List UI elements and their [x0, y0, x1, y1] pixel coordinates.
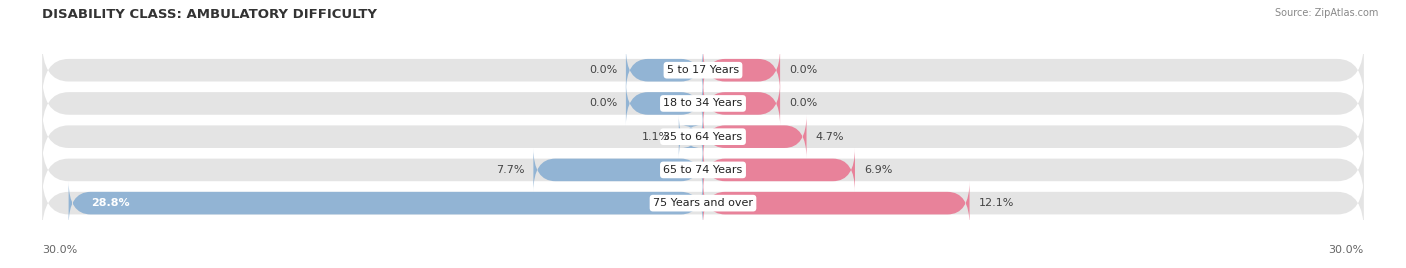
FancyBboxPatch shape — [42, 42, 1364, 99]
FancyBboxPatch shape — [626, 48, 703, 92]
Text: Source: ZipAtlas.com: Source: ZipAtlas.com — [1274, 8, 1378, 18]
FancyBboxPatch shape — [703, 48, 780, 92]
Text: 30.0%: 30.0% — [1329, 245, 1364, 255]
Text: 5 to 17 Years: 5 to 17 Years — [666, 65, 740, 75]
FancyBboxPatch shape — [42, 141, 1364, 199]
FancyBboxPatch shape — [42, 108, 1364, 165]
Text: 65 to 74 Years: 65 to 74 Years — [664, 165, 742, 175]
Text: 35 to 64 Years: 35 to 64 Years — [664, 132, 742, 142]
Text: 75 Years and over: 75 Years and over — [652, 198, 754, 208]
FancyBboxPatch shape — [42, 174, 1364, 232]
Text: DISABILITY CLASS: AMBULATORY DIFFICULTY: DISABILITY CLASS: AMBULATORY DIFFICULTY — [42, 8, 377, 21]
Text: 1.1%: 1.1% — [641, 132, 669, 142]
FancyBboxPatch shape — [533, 148, 703, 192]
Text: 30.0%: 30.0% — [42, 245, 77, 255]
Text: 7.7%: 7.7% — [496, 165, 524, 175]
Text: 12.1%: 12.1% — [979, 198, 1014, 208]
FancyBboxPatch shape — [679, 115, 703, 159]
Text: 4.7%: 4.7% — [815, 132, 844, 142]
Text: 0.0%: 0.0% — [589, 65, 617, 75]
FancyBboxPatch shape — [69, 181, 703, 225]
Text: 0.0%: 0.0% — [789, 98, 817, 109]
FancyBboxPatch shape — [42, 75, 1364, 132]
FancyBboxPatch shape — [703, 115, 807, 159]
Text: 6.9%: 6.9% — [863, 165, 893, 175]
FancyBboxPatch shape — [703, 148, 855, 192]
Text: 28.8%: 28.8% — [90, 198, 129, 208]
FancyBboxPatch shape — [703, 81, 780, 125]
Text: 0.0%: 0.0% — [589, 98, 617, 109]
Text: 18 to 34 Years: 18 to 34 Years — [664, 98, 742, 109]
FancyBboxPatch shape — [703, 181, 970, 225]
Text: 0.0%: 0.0% — [789, 65, 817, 75]
FancyBboxPatch shape — [626, 81, 703, 125]
